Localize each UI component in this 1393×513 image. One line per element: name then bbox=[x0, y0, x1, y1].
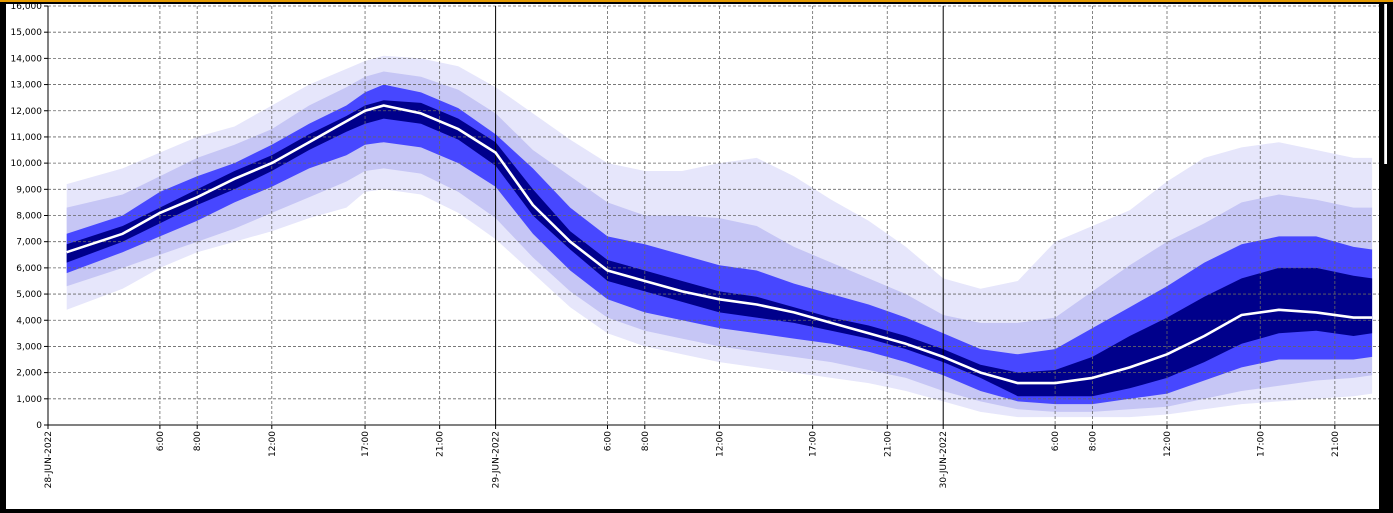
y-tick-label: 2,000 bbox=[16, 369, 42, 379]
x-hour-label: 12:00 bbox=[1163, 431, 1173, 457]
right-scroll-strip bbox=[1384, 4, 1387, 164]
y-tick-label: 8,000 bbox=[16, 212, 42, 222]
x-hour-label: 6:00 bbox=[604, 431, 614, 451]
top-border bbox=[0, 0, 1393, 2]
x-hour-label: 6:00 bbox=[1051, 431, 1061, 451]
y-tick-label: 14,000 bbox=[11, 54, 43, 64]
x-hour-label: 21:00 bbox=[1331, 431, 1341, 457]
y-tick-label: 5,000 bbox=[16, 290, 42, 300]
x-hour-label: 12:00 bbox=[268, 431, 278, 457]
median-line bbox=[66, 104, 1373, 385]
x-date-label: 29-JUN-2022 bbox=[492, 431, 502, 488]
y-tick-label: 13,000 bbox=[11, 81, 43, 91]
x-hour-label: 8:00 bbox=[641, 431, 651, 451]
y-tick-label: 12,000 bbox=[11, 107, 43, 117]
x-hour-label: 8:00 bbox=[1088, 431, 1098, 451]
y-tick-label: 0 bbox=[36, 421, 42, 431]
x-hour-label: 21:00 bbox=[883, 431, 893, 457]
x-date-label: 28-JUN-2022 bbox=[44, 431, 54, 488]
x-hour-label: 8:00 bbox=[193, 431, 203, 451]
y-tick-label: 6,000 bbox=[16, 264, 42, 274]
median-line-group bbox=[66, 104, 1373, 385]
y-tick-label: 3,000 bbox=[16, 342, 42, 352]
x-hour-label: 21:00 bbox=[436, 431, 446, 457]
x-date-label: 30-JUN-2022 bbox=[939, 431, 949, 488]
x-hour-label: 17:00 bbox=[1256, 431, 1266, 457]
y-tick-label: 7,000 bbox=[16, 238, 42, 248]
x-hour-label: 17:00 bbox=[809, 431, 819, 457]
y-tick-label: 4,000 bbox=[16, 316, 42, 326]
x-hour-label: 6:00 bbox=[156, 431, 166, 451]
y-tick-label: 9,000 bbox=[16, 185, 42, 195]
x-axis-ticks: 28-JUN-2022 6:00 8:00 12:00 17:00 21:00 29-JUN… bbox=[44, 425, 1341, 488]
y-tick-label: 10,000 bbox=[11, 159, 43, 169]
y-axis-ticks: 0 1,000 2,000 3,000 4,000 5,000 6,000 7,000 8,00… bbox=[11, 2, 48, 431]
x-hour-label: 12:00 bbox=[715, 431, 725, 457]
y-tick-label: 11,000 bbox=[11, 133, 43, 143]
y-tick-label: 15,000 bbox=[11, 28, 43, 38]
y-tick-label: 1,000 bbox=[16, 395, 42, 405]
y-tick-label: 16,000 bbox=[11, 2, 43, 12]
x-hour-label: 17:00 bbox=[361, 431, 371, 457]
gridlines bbox=[47, 5, 1379, 425]
